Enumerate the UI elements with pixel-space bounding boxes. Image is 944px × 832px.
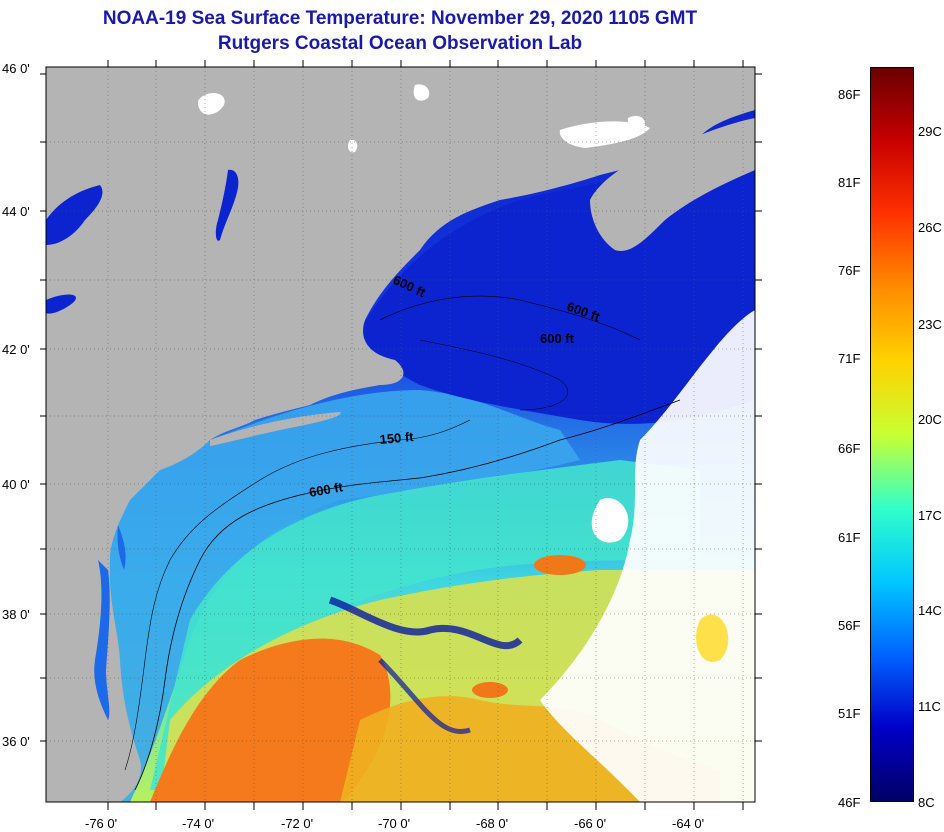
lon-label: -64 0': [672, 816, 705, 831]
colorbar-fahrenheit-label: 46F: [838, 795, 861, 810]
contour-600ft: [379, 295, 641, 341]
map-title: NOAA-19 Sea Surface Temperature: Novembe…: [102, 8, 698, 29]
colorbar-fahrenheit-label: 86F: [838, 87, 861, 102]
lon-label: -72 0': [281, 816, 314, 831]
lake-champlain: [215, 169, 239, 241]
slope-water: [150, 460, 700, 790]
lake-ontario: [46, 185, 103, 245]
cold-streamer: [328, 596, 523, 650]
lat-label: 46 0': [2, 61, 30, 76]
colorbar-fahrenheit-label: 66F: [838, 441, 861, 456]
warm-eddy: [472, 682, 508, 698]
lake: [197, 93, 225, 115]
contour-label: 600 ft: [540, 331, 575, 346]
lon-label: -68 0': [476, 816, 509, 831]
warm-patch: [696, 614, 729, 662]
lake: [559, 121, 650, 148]
lake: [627, 115, 646, 130]
cold-streamer: [378, 658, 471, 734]
colorbar-celsius-label: 8C: [918, 795, 935, 810]
lat-label: 42 0': [2, 342, 30, 357]
contour-label: 600 ft: [308, 479, 345, 500]
cloud-cover: [540, 310, 755, 802]
warm-eddy: [534, 555, 586, 575]
colorbar-celsius-label: 14C: [918, 603, 942, 618]
cloud-patch: [591, 498, 629, 543]
lon-label: -66 0': [574, 816, 607, 831]
lon-label: -74 0': [182, 816, 215, 831]
colorbar-fahrenheit-label: 61F: [838, 530, 861, 545]
colorbar-fahrenheit-label: 51F: [838, 706, 861, 721]
shelf-water: [100, 390, 580, 802]
chesapeake-bay: [94, 560, 110, 720]
colorbar-celsius-label: 23C: [918, 317, 942, 332]
contour-label: 150 ft: [379, 429, 415, 447]
delaware-bay: [117, 525, 126, 570]
axis-ticks: [40, 60, 762, 810]
long-island: [210, 412, 341, 446]
map-subtitle: Rutgers Coastal Ocean Observation Lab: [217, 33, 583, 54]
colorbar-fahrenheit-label: 56F: [838, 618, 861, 633]
lat-label: 36 0': [2, 734, 30, 749]
lon-label: -70 0': [378, 816, 411, 831]
lat-label: 38 0': [2, 607, 30, 622]
colorbar-celsius-label: 20C: [918, 412, 942, 427]
lat-label: 40 0': [2, 477, 30, 492]
contour-600ft: [134, 399, 681, 791]
nova-scotia-land: [590, 118, 755, 251]
colorbar-celsius-label: 29C: [918, 124, 942, 139]
lat-label: 44 0': [2, 204, 30, 219]
colorbar-celsius-label: 11C: [918, 699, 941, 714]
north-american-land: [46, 67, 755, 802]
temperature-colorbar: [870, 67, 914, 802]
lake: [413, 84, 430, 101]
colorbar-fahrenheit-label: 81F: [838, 175, 861, 190]
lake: [347, 139, 358, 153]
graticule: [46, 67, 755, 802]
lon-label: -76 0': [85, 816, 118, 831]
gulf-stream-core: [150, 638, 391, 802]
lake-erie: [46, 294, 77, 314]
colorbar-celsius-label: 26C: [918, 220, 942, 235]
contour-150ft: [124, 419, 471, 771]
colorbar-celsius-label: 17C: [918, 508, 942, 523]
colorbar-fahrenheit-label: 71F: [838, 351, 861, 366]
colorbar-fahrenheit-label: 76F: [838, 263, 861, 278]
